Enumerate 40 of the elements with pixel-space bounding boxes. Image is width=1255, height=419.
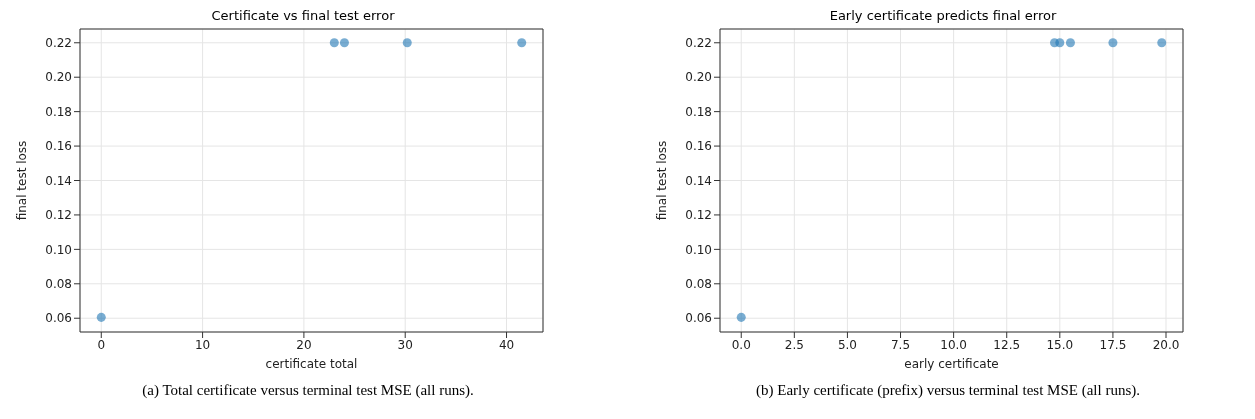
y-tick-label: 0.22 <box>45 36 72 51</box>
x-tick-label: 17.5 <box>1099 337 1127 352</box>
y-tick-label: 0.12 <box>45 208 72 223</box>
y-tick-label: 0.06 <box>685 311 712 326</box>
y-tick-label: 0.18 <box>685 104 712 119</box>
y-tick-label: 0.14 <box>45 173 72 188</box>
x-tick-label: 7.5 <box>890 337 911 352</box>
x-tick-label: 0.0 <box>731 337 751 352</box>
x-tick-label: 12.5 <box>993 337 1021 352</box>
y-tick-label: 0.10 <box>685 242 712 257</box>
y-axis-title: final test loss <box>15 140 30 221</box>
y-tick-label: 0.18 <box>45 104 72 119</box>
text: (a) Total certificate versus terminal test MSE (all runs). <box>141 382 475 399</box>
x-tick-label: 0 <box>97 337 106 352</box>
y-tick-label: 0.20 <box>685 70 712 85</box>
y-tick-label: 0.20 <box>45 70 72 85</box>
x-tick-label: 40 <box>498 337 515 352</box>
y-tick-label: 0.06 <box>45 311 72 326</box>
y-tick-label: 0.12 <box>685 208 712 223</box>
y-tick-label: 0.22 <box>685 36 712 51</box>
y-tick-label: 0.16 <box>45 139 72 154</box>
x-tick-label: 30 <box>397 337 413 352</box>
y-tick-label: 0.16 <box>685 139 712 154</box>
x-tick-label: 5.0 <box>837 337 857 352</box>
y-axis-title: final test loss <box>655 140 670 221</box>
x-axis-title: certificate total <box>265 357 358 371</box>
x-tick-label: 20.0 <box>1152 337 1180 352</box>
y-tick-label: 0.08 <box>45 277 72 292</box>
y-tick-label: 0.14 <box>685 173 712 188</box>
x-tick-label: 10.0 <box>940 337 967 352</box>
y-tick-label: 0.08 <box>685 277 712 292</box>
y-tick-label: 0.10 <box>45 242 72 257</box>
x-tick-label: 15.0 <box>1046 337 1074 352</box>
chart-title: Certificate vs final test error <box>210 8 396 24</box>
x-tick-label: 20 <box>296 337 312 352</box>
chart-title: Early certificate predicts final error <box>828 8 1058 24</box>
x-tick-label: 10 <box>194 337 211 352</box>
x-tick-label: 2.5 <box>784 337 804 352</box>
text: (b) Early certificate (prefix) versus terminal test MSE (all runs). <box>755 382 1141 399</box>
x-axis-title: early certificate <box>904 357 999 371</box>
